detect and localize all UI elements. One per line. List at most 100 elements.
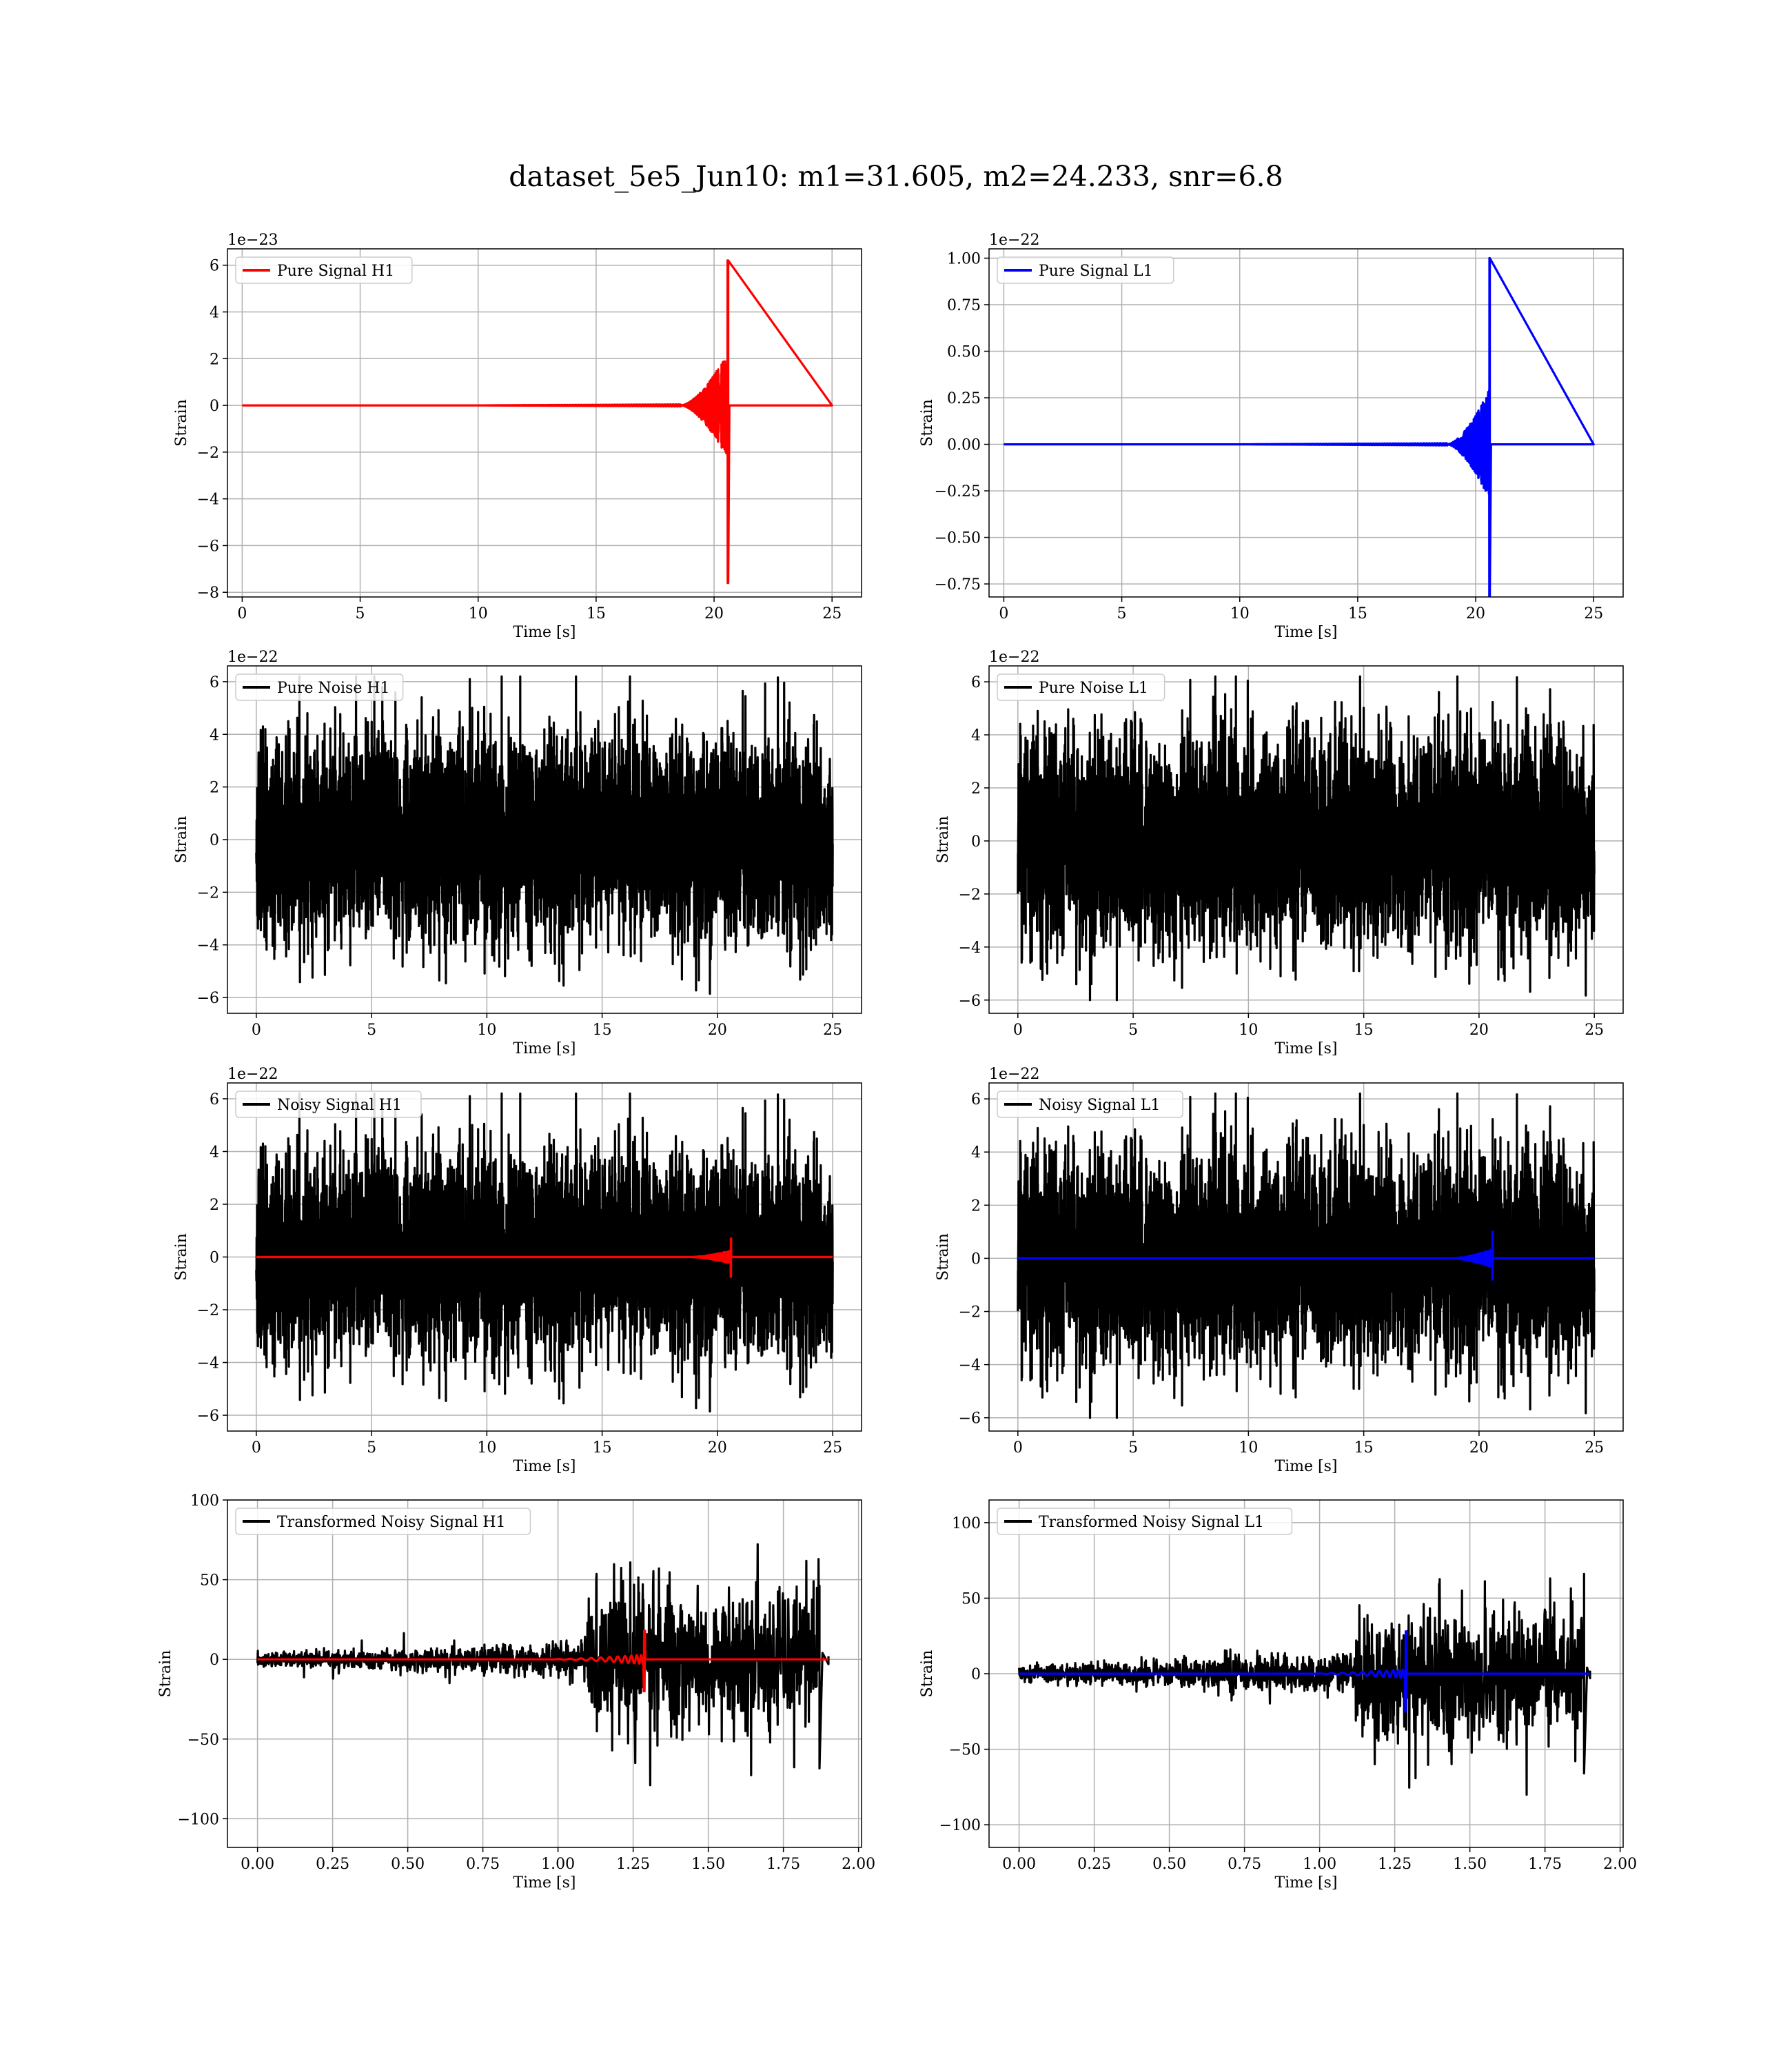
subplot-4: 0 5 10 15 20 25 −6 −4 −2 0 2 4 6 Time [s] Strain 1e−22P… xyxy=(935,649,1624,1057)
y-tick-label: 0 xyxy=(971,833,981,851)
x-tick-label: 2.00 xyxy=(1603,1856,1637,1873)
legend: Noisy Signal H1 xyxy=(235,1091,422,1118)
x-tick-label: 0 xyxy=(252,1022,261,1039)
x-tick-label: 5 xyxy=(356,605,365,622)
x-tick-label: 15 xyxy=(1354,1022,1374,1039)
y-tick-label: 0.75 xyxy=(947,297,981,314)
legend-label: Pure Signal H1 xyxy=(277,263,394,280)
legend-label: Pure Signal L1 xyxy=(1039,263,1153,280)
x-tick-label: 20 xyxy=(1469,1022,1489,1039)
series-line-1 xyxy=(1017,675,1596,1002)
x-tick-label: 0 xyxy=(237,605,247,622)
y-tick-label: 6 xyxy=(210,1091,219,1108)
y-tick-label: −4 xyxy=(197,937,219,955)
series-line-1 xyxy=(241,259,833,585)
x-tick-label: 1.25 xyxy=(1378,1856,1412,1873)
data-layer xyxy=(255,675,834,995)
series-line-2 xyxy=(256,1630,829,1692)
x-tick-label: 1.75 xyxy=(766,1856,800,1873)
y-tick-label: 4 xyxy=(210,727,219,744)
y-tick-label: 50 xyxy=(961,1590,981,1608)
y-axis-label: Strain xyxy=(919,399,936,447)
x-tick-label: 20 xyxy=(708,1022,727,1039)
x-tick-label: 0.25 xyxy=(1077,1856,1111,1873)
x-axis-label: Time [s] xyxy=(513,624,576,641)
x-tick-label: 0 xyxy=(999,605,1008,622)
subplot-3: 0 5 10 15 20 25 −6 −4 −2 0 2 4 6 Time [s] Strain 1e−22 P… xyxy=(173,649,862,1057)
subplot-5: 0 5 10 15 20 25 −6 −4 −2 0 2 4 6 Time [s] Strain 1e−22 N… xyxy=(173,1066,862,1475)
subplot-2: 0 5 10 15 20 25 −0.75 −0.50 −0.25 0.00 0.25 0.50 0.7… xyxy=(919,232,1624,641)
offset-text: 1e−22 xyxy=(989,649,1039,666)
x-tick-label: 1.00 xyxy=(541,1856,575,1873)
y-axis-label: Strain xyxy=(919,1650,936,1698)
y-axis-label: Strain xyxy=(157,1650,174,1698)
plot-frame xyxy=(988,665,1624,1014)
data-layer xyxy=(1003,256,1595,597)
subplot-6: 0 5 10 15 20 25 −6 −4 −2 0 2 4 6 Time [s] Strain 1e−22N… xyxy=(935,1066,1624,1475)
y-tick-label: 0 xyxy=(210,832,219,849)
legend: Pure Noise L1 xyxy=(997,673,1165,701)
legend: Transformed Noisy Signal H1 xyxy=(235,1508,531,1535)
legend-box xyxy=(997,673,1165,701)
x-tick-label: 10 xyxy=(477,1022,496,1039)
y-tick-label: −4 xyxy=(197,1355,219,1372)
legend-box xyxy=(235,256,413,284)
y-tick-label: 0 xyxy=(210,398,219,415)
y-tick-label: 4 xyxy=(971,727,981,744)
x-tick-label: 25 xyxy=(1585,1439,1604,1457)
y-tick-label: 2 xyxy=(210,780,219,797)
y-tick-label: −0.25 xyxy=(935,483,981,500)
legend-box xyxy=(235,1508,531,1535)
y-axis-label: Strain xyxy=(173,399,190,447)
x-tick-label: 5 xyxy=(367,1022,376,1039)
y-tick-label: 100 xyxy=(952,1515,981,1532)
x-tick-label: 15 xyxy=(587,605,606,622)
y-tick-label: 6 xyxy=(210,674,219,691)
legend-box xyxy=(997,1091,1183,1118)
series-line-1 xyxy=(255,675,834,995)
series-line-2 xyxy=(255,1237,834,1278)
legend-label: Noisy Signal L1 xyxy=(1039,1097,1160,1114)
plot-frame xyxy=(227,248,862,598)
series-line-1 xyxy=(1017,1092,1596,1419)
x-tick-label: 20 xyxy=(1469,1439,1489,1457)
x-tick-label: 20 xyxy=(704,605,724,622)
plot-frame xyxy=(227,1499,862,1848)
x-axis-label: Time [s] xyxy=(513,1458,576,1475)
y-tick-label: −2 xyxy=(959,1304,981,1321)
series-line-1 xyxy=(256,1543,830,1787)
y-tick-label: 0 xyxy=(210,1652,219,1669)
y-tick-label: −0.50 xyxy=(935,530,981,547)
x-tick-label: 1.50 xyxy=(1453,1856,1487,1873)
x-tick-label: 10 xyxy=(477,1439,496,1457)
data-layer xyxy=(1017,1092,1596,1419)
legend-box xyxy=(235,673,404,701)
x-tick-label: 5 xyxy=(1128,1439,1138,1457)
x-axis-label: Time [s] xyxy=(513,1040,576,1057)
y-tick-label: 6 xyxy=(971,1091,981,1108)
legend-label: Pure Noise H1 xyxy=(277,680,390,697)
offset-text: 1e−22 xyxy=(989,232,1039,249)
offset-text: 1e−22 xyxy=(227,1066,278,1083)
offset-text: 1e−23 xyxy=(227,232,278,249)
y-tick-label: −6 xyxy=(959,993,981,1010)
x-axis-label: Time [s] xyxy=(1274,624,1337,641)
x-tick-label: 10 xyxy=(1239,1022,1258,1039)
y-tick-label: −6 xyxy=(197,538,219,555)
legend: Pure Noise H1 xyxy=(235,673,404,701)
plot-frame xyxy=(988,1082,1624,1432)
y-tick-label: 100 xyxy=(190,1492,219,1510)
x-tick-label: 1.50 xyxy=(691,1856,725,1873)
y-tick-label: −2 xyxy=(959,886,981,904)
y-tick-label: 2 xyxy=(971,780,981,798)
x-tick-label: 25 xyxy=(1584,605,1603,622)
x-tick-label: 5 xyxy=(367,1439,376,1457)
data-layer xyxy=(255,1092,834,1413)
y-tick-label: 50 xyxy=(200,1572,219,1590)
y-axis-label: Strain xyxy=(173,816,190,864)
x-tick-label: 1.75 xyxy=(1528,1856,1562,1873)
legend-label: Noisy Signal H1 xyxy=(277,1097,402,1114)
y-tick-label: −2 xyxy=(197,884,219,902)
legend-box xyxy=(997,256,1174,284)
legend: Pure Signal L1 xyxy=(997,256,1174,284)
